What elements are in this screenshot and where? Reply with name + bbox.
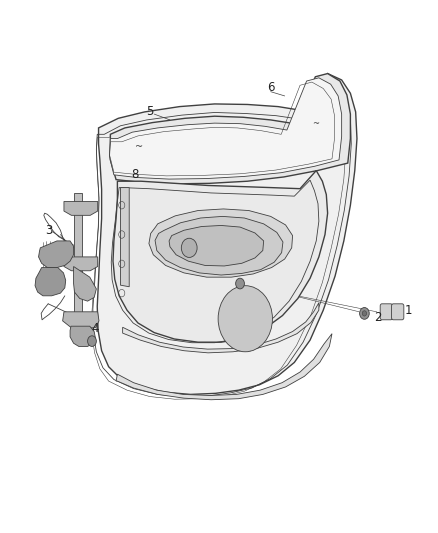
Polygon shape (74, 193, 82, 337)
Polygon shape (169, 225, 264, 266)
Polygon shape (110, 74, 350, 184)
Polygon shape (70, 326, 95, 346)
Text: 6: 6 (267, 82, 275, 94)
Polygon shape (113, 171, 328, 342)
Circle shape (218, 286, 272, 352)
Circle shape (362, 311, 367, 316)
Polygon shape (120, 188, 129, 287)
Circle shape (181, 238, 197, 257)
Circle shape (236, 278, 244, 289)
Polygon shape (149, 209, 293, 277)
Polygon shape (39, 241, 74, 268)
Text: 3: 3 (46, 224, 53, 237)
Circle shape (360, 308, 369, 319)
Text: 4: 4 (92, 322, 99, 335)
Text: ~: ~ (312, 119, 319, 128)
Text: 2: 2 (374, 311, 381, 324)
Polygon shape (110, 78, 342, 179)
FancyBboxPatch shape (380, 304, 392, 320)
FancyBboxPatch shape (392, 304, 404, 320)
Polygon shape (155, 216, 283, 275)
Text: 5: 5 (146, 106, 153, 118)
Polygon shape (35, 268, 66, 296)
Polygon shape (64, 201, 98, 215)
Polygon shape (116, 334, 332, 400)
Polygon shape (63, 312, 99, 328)
Text: ~: ~ (135, 142, 143, 151)
Polygon shape (74, 266, 96, 301)
Polygon shape (123, 303, 319, 353)
Circle shape (88, 336, 96, 346)
Text: 1: 1 (405, 304, 413, 317)
Polygon shape (97, 74, 357, 394)
Polygon shape (64, 257, 98, 271)
Text: 8: 8 (131, 168, 138, 181)
